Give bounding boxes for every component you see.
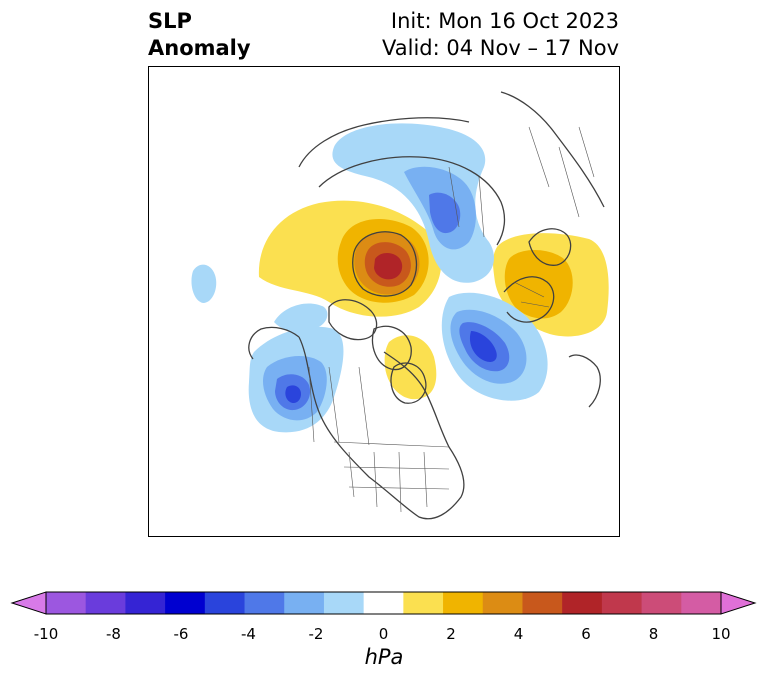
map-panel bbox=[148, 66, 620, 537]
colorbar-bin bbox=[482, 592, 523, 614]
colorbar-tick-label: -10 bbox=[33, 625, 59, 643]
coast-europe bbox=[503, 276, 555, 323]
colorbar-bins bbox=[46, 592, 722, 614]
coast-arctic-islands bbox=[328, 299, 378, 341]
border-asia bbox=[528, 126, 595, 218]
colorbar-tick-label: 0 bbox=[378, 625, 389, 643]
labrador-positive bbox=[384, 335, 437, 400]
slp-anomaly-map bbox=[191, 91, 609, 520]
colorbar-tick-label: -8 bbox=[106, 625, 121, 643]
borders bbox=[308, 126, 595, 513]
positive-anomaly-max bbox=[374, 253, 403, 280]
coast-greenland bbox=[352, 231, 418, 297]
border-us-states-1 bbox=[348, 451, 428, 513]
border-russia bbox=[448, 166, 485, 238]
colorbar bbox=[10, 591, 757, 615]
colorbar-bin bbox=[165, 592, 206, 614]
colorbar-tick-label: 2 bbox=[446, 625, 456, 643]
colorbar-bin bbox=[125, 592, 166, 614]
colorbar-bin bbox=[403, 592, 444, 614]
colorbar-bin bbox=[284, 592, 325, 614]
siberia-positive-inner bbox=[504, 250, 573, 319]
colorbar-bin bbox=[244, 592, 285, 614]
coast-north-america bbox=[298, 336, 465, 520]
colorbar-tick-label: 10 bbox=[711, 625, 731, 643]
coast-hudson-bay bbox=[390, 362, 427, 404]
coast-alaska bbox=[248, 326, 300, 360]
west-negative-patch bbox=[191, 264, 217, 303]
title-line-slp: SLP bbox=[148, 9, 192, 33]
init-date: Init: Mon 16 Oct 2023 bbox=[390, 9, 619, 33]
coast-scandinavia bbox=[528, 228, 572, 266]
coast-russia bbox=[318, 156, 506, 246]
colorbar-tick-label: 4 bbox=[513, 625, 524, 643]
colorbar-tick-label: -6 bbox=[173, 625, 189, 643]
map-title: SLP Anomaly bbox=[148, 8, 251, 62]
colorbar-bin bbox=[323, 592, 365, 614]
eurasia-negative-inner bbox=[429, 192, 461, 234]
colorbar-bin bbox=[681, 592, 722, 614]
border-usa-canada bbox=[333, 441, 450, 448]
colorbar-unit: hPa bbox=[364, 645, 404, 669]
coast-baffin bbox=[371, 325, 412, 371]
colorbar-bin bbox=[601, 592, 643, 614]
colorbar-high-extension bbox=[720, 591, 757, 615]
coast-siberia bbox=[298, 117, 470, 168]
colorbar-tick-label: -4 bbox=[241, 625, 256, 643]
colorbar-bin bbox=[522, 592, 563, 614]
anomaly-fields bbox=[191, 123, 609, 433]
colorbar-bin bbox=[363, 592, 404, 614]
colorbar-low-extension bbox=[10, 591, 47, 615]
north-pacific-negative bbox=[274, 303, 328, 332]
colorbar-bin bbox=[46, 592, 87, 614]
colorbar-tick-label: 6 bbox=[581, 625, 591, 643]
colorbar-bin bbox=[443, 592, 484, 614]
coast-africa bbox=[568, 354, 601, 408]
atlantic-negative-core bbox=[469, 331, 497, 362]
border-canada-provinces bbox=[308, 366, 370, 446]
colorbar-bin bbox=[204, 592, 246, 614]
valid-range: Valid: 04 Nov – 17 Nov bbox=[382, 36, 619, 60]
colorbar-tick-label: 8 bbox=[648, 625, 659, 643]
colorbar-bin bbox=[85, 592, 126, 614]
colorbar-frame bbox=[45, 591, 722, 615]
coastlines bbox=[248, 91, 605, 520]
colorbar-bin bbox=[562, 592, 603, 614]
colorbar-tick-label: -2 bbox=[308, 625, 324, 643]
pacific-negative-core bbox=[285, 385, 301, 404]
title-line-anomaly: Anomaly bbox=[148, 36, 251, 60]
border-us-states-2 bbox=[343, 466, 450, 490]
colorbar-bin bbox=[641, 592, 682, 614]
border-europe bbox=[513, 281, 550, 308]
forecast-dates: Init: Mon 16 Oct 2023 Valid: 04 Nov – 17… bbox=[382, 8, 619, 62]
coast-east-asia bbox=[500, 91, 605, 208]
